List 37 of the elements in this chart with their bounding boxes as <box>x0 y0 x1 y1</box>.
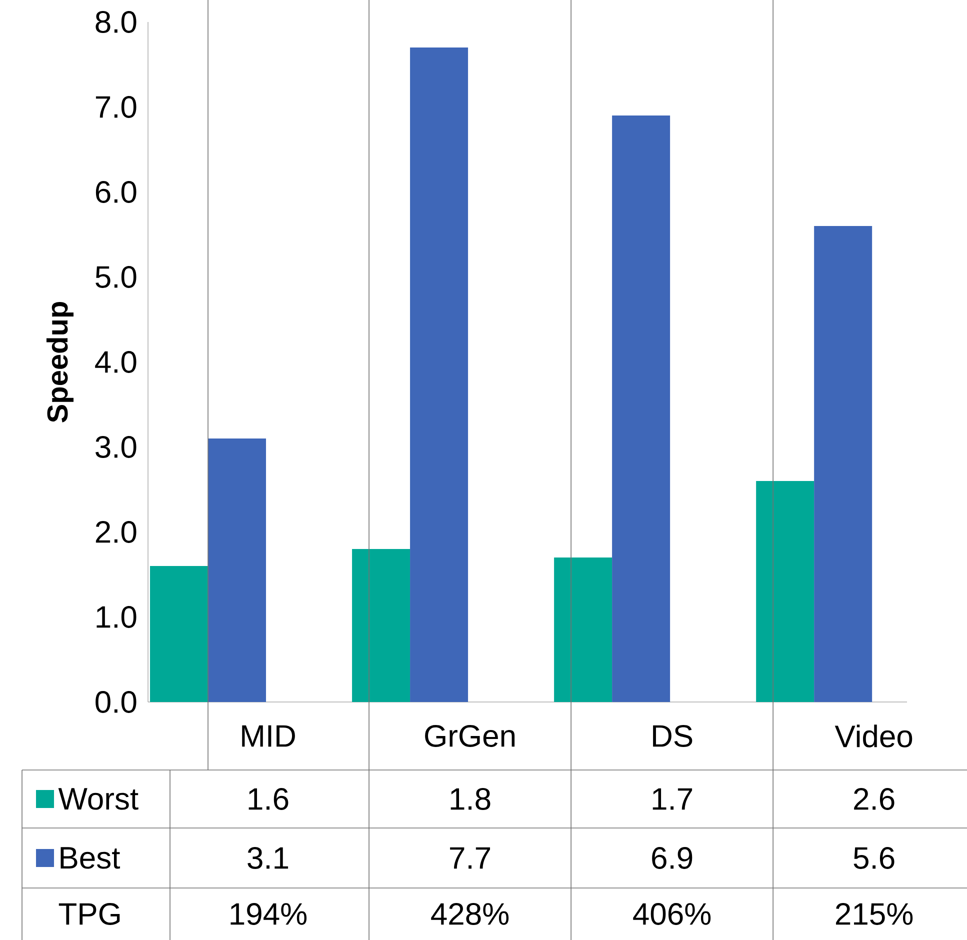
text: 215% <box>836 903 913 925</box>
text: 194% <box>230 903 307 925</box>
data-label: 5.6 <box>854 847 894 869</box>
y-tick-label: 7.0 <box>96 96 136 118</box>
data-label: 7.7 <box>450 847 490 869</box>
x-tick-label: MID <box>242 725 295 747</box>
x-tick-label: GrGen <box>425 725 515 747</box>
bar <box>352 549 410 702</box>
bar <box>150 566 208 702</box>
y-tick-label: 3.0 <box>96 436 136 458</box>
y-tick-label: 5.0 <box>96 266 136 288</box>
y-tick-label: 0.0 <box>96 691 136 713</box>
y-tick-label: 8.0 <box>96 11 136 33</box>
legend-label: Best <box>60 847 120 869</box>
bar <box>554 558 612 702</box>
text: 406% <box>633 903 711 925</box>
data-label: 1.6 <box>248 788 288 810</box>
bar <box>612 116 670 702</box>
data-label: 6.9 <box>652 847 692 869</box>
x-tick-label: DS <box>653 725 692 747</box>
text: 428% <box>431 903 509 925</box>
bar <box>208 438 266 702</box>
legend-label: Worst <box>58 788 138 810</box>
y-tick-label: 2.0 <box>96 521 136 543</box>
y-tick-label: 6.0 <box>96 181 136 203</box>
bar <box>410 48 468 702</box>
text: TPG <box>58 903 120 925</box>
y-tick-label: 1.0 <box>96 606 136 628</box>
data-label: 1.7 <box>652 788 692 810</box>
data-label: 3.1 <box>248 847 288 869</box>
bar <box>756 481 814 702</box>
data-label: 2.6 <box>854 788 894 810</box>
x-tick-label: Video <box>834 724 912 748</box>
y-tick-label: 4.0 <box>95 351 136 373</box>
data-label: 1.8 <box>450 788 490 810</box>
bar <box>814 226 872 702</box>
y-axis-title: Speedup <box>46 302 74 422</box>
